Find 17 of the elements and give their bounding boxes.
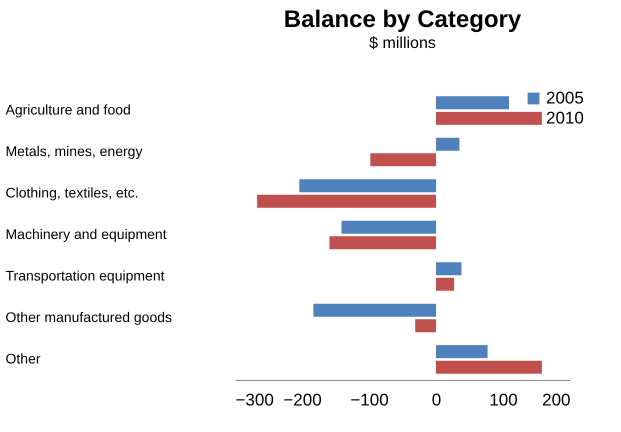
y-tick-label: Agriculture and food [6,102,131,118]
series-label: 2010 [546,108,584,128]
chart-subtitle: $ millions [369,35,436,52]
y-tick-label: Other [6,350,41,366]
y-tick-label: Transportation equipment [6,267,165,284]
x-tick-label: −200 [283,390,322,410]
x-tick-label: −300 [236,390,274,410]
y-tick-label: Other manufactured goods [6,308,172,325]
legend-label: 2005 [546,88,584,108]
x-tick-label: 0 [432,390,442,410]
x-tick-label: 100 [489,390,518,410]
y-tick-label: Clothing, textiles, etc. [6,184,139,201]
x-tick-label: −100 [350,390,389,410]
y-tick-label: Metals, mines, energy [6,143,142,160]
y-tick-label: Machinery and equipment [6,226,167,242]
chart-title: Balance by Category [284,6,522,33]
x-tick-label: 200 [542,390,570,410]
